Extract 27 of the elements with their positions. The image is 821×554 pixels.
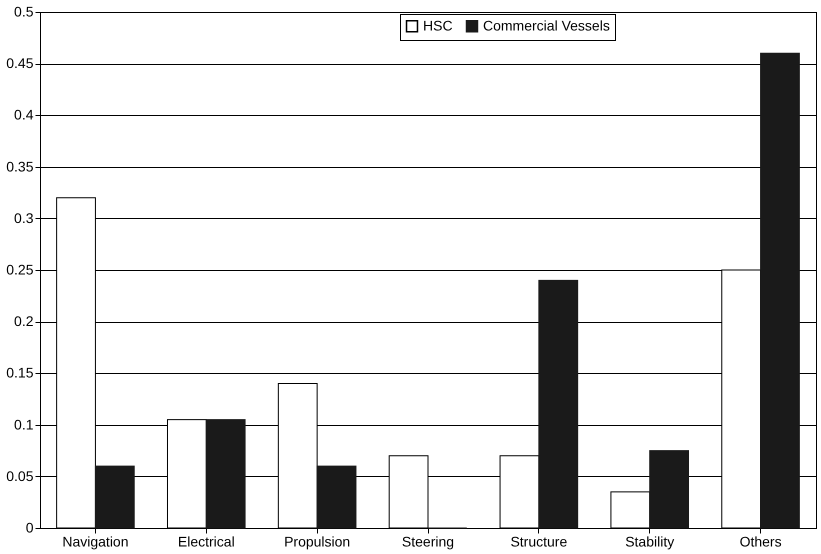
y-tick-label: 0.45 (6, 55, 34, 72)
legend-label: Commercial Vessels (483, 17, 610, 34)
y-tick-label: 0 (26, 520, 34, 536)
y-tick-label: 0.5 (14, 4, 34, 20)
legend-label: HSC (423, 17, 453, 34)
x-tick-label: Structure (510, 534, 568, 550)
bar (316, 466, 356, 528)
bar (610, 491, 650, 528)
bar (94, 466, 135, 528)
x-tick-label: Others (740, 534, 782, 550)
bar (649, 450, 690, 528)
bar (538, 280, 578, 528)
y-tick-label: 0.25 (6, 262, 34, 278)
y-tick-label: 0.15 (6, 364, 34, 381)
y-tick-label: 0.4 (14, 106, 34, 123)
x-tick-label: Propulsion (284, 534, 350, 550)
x-tick-label: Steering (402, 534, 454, 550)
bar (760, 52, 800, 528)
x-tick-label: Stability (625, 534, 674, 550)
bar (206, 419, 246, 528)
x-tick-label: Navigation (62, 534, 129, 550)
y-tick-label: 0.1 (14, 416, 34, 432)
y-tick-label: 0.35 (6, 158, 34, 174)
x-tick-label: Electrical (178, 534, 235, 550)
y-tick-label: 0.2 (14, 313, 34, 330)
y-tick-label: 0.05 (6, 468, 34, 484)
y-tick-label: 0.3 (14, 210, 34, 226)
